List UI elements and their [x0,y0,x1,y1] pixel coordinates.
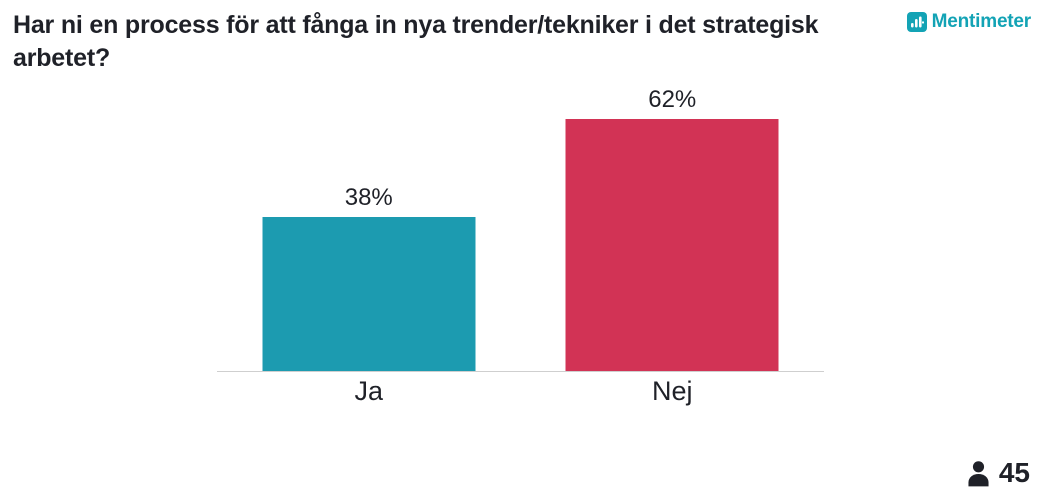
bar-ja [262,217,476,371]
bar-value-label: 38% [344,184,393,211]
mentimeter-logo-text: Mentimeter [931,11,1032,32]
participants-count: 45 [998,457,1030,488]
person-icon [965,459,992,488]
participants-counter: 45 [965,457,1030,489]
bar-column-ja: 38% [217,85,521,371]
bar-chart-category-axis: Ja Nej [217,376,824,407]
bar-column-nej: 62% [521,85,825,371]
mentimeter-logo: Mentimeter [906,11,1032,33]
question-title: Har ni en process för att fånga in nya t… [13,11,819,72]
mentimeter-logo-icon [906,12,927,32]
bar-chart-plot: 38% 62% [217,85,824,372]
category-label-ja: Ja [354,376,384,406]
bar-nej [565,119,779,371]
category-label-nej: Nej [651,376,693,406]
bar-value-label: 62% [648,86,697,113]
